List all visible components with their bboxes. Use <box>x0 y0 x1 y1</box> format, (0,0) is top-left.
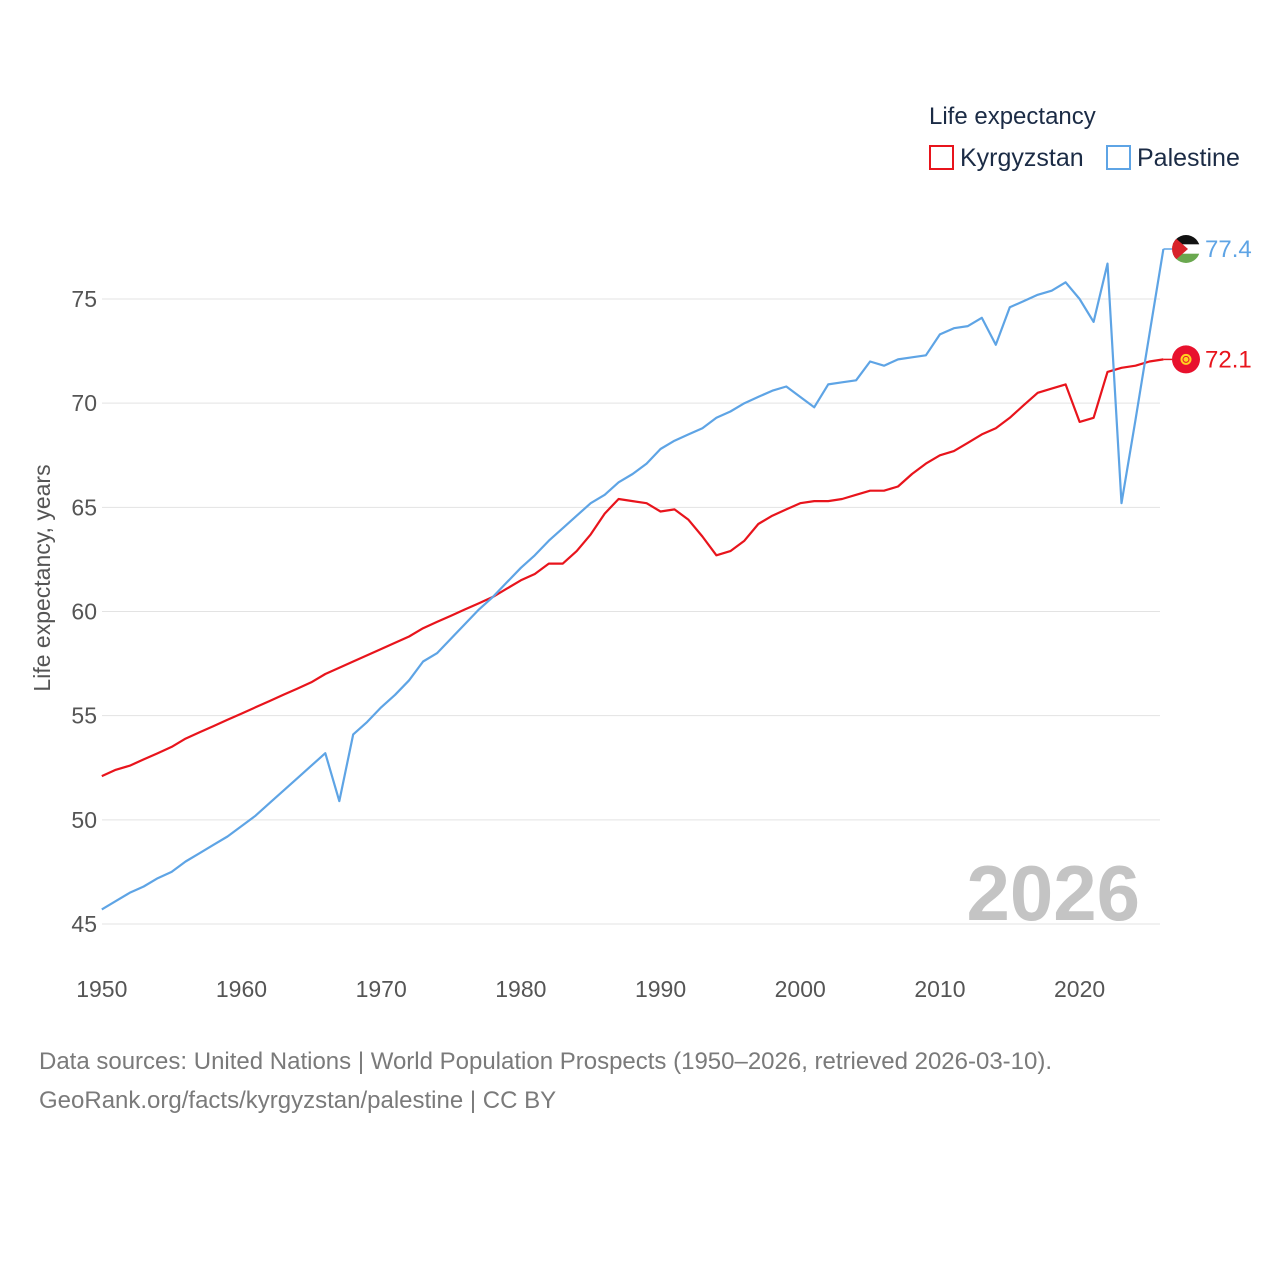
y-axis-label: Life expectancy, years <box>29 464 55 691</box>
end-markers: 72.1 77.4 <box>1163 235 1252 374</box>
legend: Life expectancy Kyrgyzstan Palestine <box>929 103 1240 172</box>
y-axis-ticks: 45 50 55 60 65 70 75 <box>71 286 97 937</box>
y-tick-label: 45 <box>71 911 97 937</box>
legend-label-kyrgyzstan[interactable]: Kyrgyzstan <box>960 144 1084 172</box>
x-tick-label: 1970 <box>356 976 407 1002</box>
series-line-kyrgyzstan[interactable] <box>101 358 1164 778</box>
x-axis-ticks: 1950 1960 1970 1980 1990 2000 2010 2020 <box>76 976 1105 1002</box>
x-tick-label: 2010 <box>914 976 965 1002</box>
y-tick-label: 65 <box>71 494 97 520</box>
legend-label-palestine[interactable]: Palestine <box>1137 144 1240 172</box>
x-tick-label: 1980 <box>495 976 546 1002</box>
y-tick-label: 70 <box>71 390 97 416</box>
source-line-1: Data sources: United Nations | World Pop… <box>39 1048 1053 1075</box>
kyrgyzstan-flag-icon <box>1172 345 1200 374</box>
x-tick-label: 1960 <box>216 976 267 1002</box>
x-tick-label: 1990 <box>635 976 686 1002</box>
series-line-palestine[interactable] <box>101 248 1165 911</box>
end-label-palestine: 77.4 <box>1205 236 1252 263</box>
x-tick-label: 2000 <box>775 976 826 1002</box>
palestine-flag-icon <box>1172 235 1200 263</box>
source-note: Data sources: United Nations | World Pop… <box>39 1042 1259 1120</box>
end-label-kyrgyzstan: 72.1 <box>1205 346 1252 373</box>
x-tick-label: 1950 <box>76 976 127 1002</box>
legend-title: Life expectancy <box>929 103 1096 130</box>
source-line-2[interactable]: GeoRank.org/facts/kyrgyzstan/palestine |… <box>39 1087 557 1114</box>
legend-swatch-kyrgyzstan[interactable] <box>929 145 954 170</box>
y-tick-label: 50 <box>71 807 97 833</box>
grid-lines <box>102 298 1160 925</box>
y-tick-label: 60 <box>71 599 97 625</box>
x-tick-label: 2020 <box>1054 976 1105 1002</box>
year-watermark: 2026 <box>966 849 1140 937</box>
series-layer <box>101 248 1165 911</box>
y-tick-label: 55 <box>71 703 97 729</box>
life-expectancy-chart: 45 50 55 60 65 70 75 1950 1960 1970 1980 1990 2000 2… <box>29 103 1252 1002</box>
legend-swatch-palestine[interactable] <box>1106 145 1131 170</box>
y-tick-label: 75 <box>71 286 97 312</box>
